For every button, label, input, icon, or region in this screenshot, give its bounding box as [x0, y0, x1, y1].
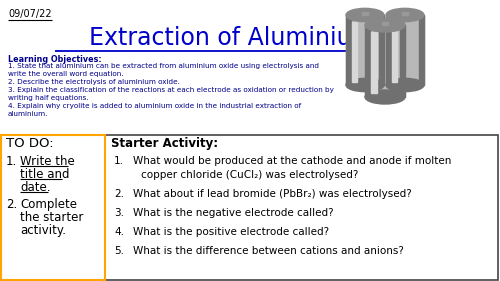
Bar — [386, 15, 424, 85]
Bar — [1, 135, 498, 280]
Text: 1.: 1. — [114, 156, 124, 166]
Bar — [420, 15, 424, 85]
Text: 4. Explain why cryolite is added to aluminium oxide in the industrial extraction: 4. Explain why cryolite is added to alum… — [8, 103, 301, 109]
Bar — [1, 135, 105, 280]
Bar — [392, 22, 398, 81]
Text: Write the: Write the — [20, 155, 75, 168]
Bar — [346, 15, 384, 85]
Text: aluminium.: aluminium. — [8, 111, 48, 117]
Bar — [400, 25, 405, 97]
Text: writing half equations.: writing half equations. — [8, 95, 88, 101]
Bar — [380, 15, 384, 85]
Text: activity.: activity. — [20, 224, 66, 237]
Text: 3. Explain the classification of the reactions at each electrode as oxidation or: 3. Explain the classification of the rea… — [8, 87, 334, 93]
Text: 09/07/22: 09/07/22 — [8, 9, 52, 19]
Bar — [365, 25, 405, 97]
Text: What would be produced at the cathode and anode if molten: What would be produced at the cathode an… — [133, 156, 452, 166]
Text: the starter: the starter — [20, 211, 84, 224]
Text: 1. State that aluminium can be extracted from aluminium oxide using electrolysis: 1. State that aluminium can be extracted… — [8, 63, 319, 69]
Text: title and: title and — [20, 168, 70, 181]
Text: TO DO:: TO DO: — [6, 137, 54, 150]
Bar — [346, 15, 350, 85]
Text: Learning Objectives:: Learning Objectives: — [8, 55, 102, 64]
Ellipse shape — [386, 8, 424, 22]
Text: What is the negative electrode called?: What is the negative electrode called? — [133, 208, 334, 218]
Text: copper chloride (CuCl₂) was electrolysed?: copper chloride (CuCl₂) was electrolysed… — [141, 170, 358, 180]
Text: 5.: 5. — [114, 246, 124, 256]
Ellipse shape — [365, 90, 405, 104]
Text: Starter Activity:: Starter Activity: — [111, 137, 218, 150]
Bar — [365, 25, 370, 97]
Ellipse shape — [346, 78, 384, 92]
Ellipse shape — [386, 78, 424, 92]
Text: What about if lead bromide (PbBr₂) was electrolysed?: What about if lead bromide (PbBr₂) was e… — [133, 189, 412, 199]
Ellipse shape — [346, 8, 384, 22]
Text: 2.: 2. — [6, 198, 17, 211]
Text: What is the difference between cations and anions?: What is the difference between cations a… — [133, 246, 404, 256]
Text: date.: date. — [20, 181, 50, 194]
Text: Complete: Complete — [20, 198, 77, 211]
Text: 2. Describe the electrolysis of aluminium oxide.: 2. Describe the electrolysis of aluminiu… — [8, 79, 180, 85]
Bar — [362, 12, 368, 15]
Bar — [382, 22, 388, 25]
Text: Extraction of Aluminium: Extraction of Aluminium — [89, 26, 375, 50]
Bar — [371, 32, 377, 93]
Bar — [402, 12, 408, 15]
Text: 3.: 3. — [114, 208, 124, 218]
Text: write the overall word equation.: write the overall word equation. — [8, 71, 123, 77]
Bar — [386, 15, 390, 85]
Text: 4.: 4. — [114, 227, 124, 237]
Ellipse shape — [365, 18, 405, 32]
Text: 1.: 1. — [6, 155, 17, 168]
Text: What is the positive electrode called?: What is the positive electrode called? — [133, 227, 329, 237]
Text: 2.: 2. — [114, 189, 124, 199]
Bar — [352, 22, 358, 81]
